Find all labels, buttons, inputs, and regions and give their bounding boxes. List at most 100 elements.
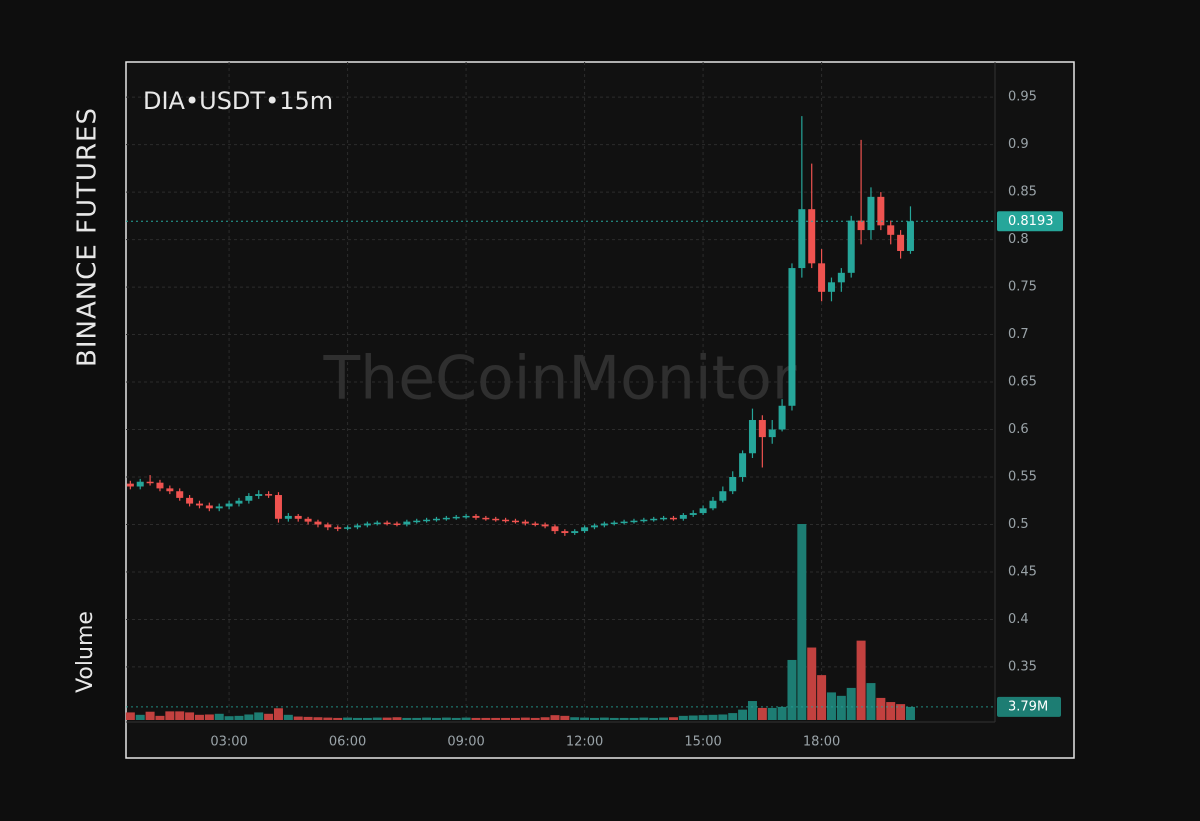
candle-body xyxy=(758,420,766,438)
volume-bar xyxy=(520,717,530,720)
volume-bar xyxy=(185,712,195,720)
volume-bar xyxy=(471,717,481,720)
volume-bar xyxy=(323,717,333,720)
volume-bar xyxy=(718,714,728,720)
volume-bar xyxy=(491,717,501,720)
candle-body xyxy=(403,521,411,525)
volume-bar xyxy=(698,715,708,720)
y-tick-label: 0.4 xyxy=(1008,612,1029,627)
candle-body xyxy=(699,508,707,514)
candle-body xyxy=(482,517,490,520)
volume-bar xyxy=(422,717,432,720)
candle-body xyxy=(136,481,144,487)
y-tick-label: 0.95 xyxy=(1008,90,1037,105)
candle-body xyxy=(511,520,519,523)
volume-bar xyxy=(688,715,698,720)
volume-bar xyxy=(896,704,906,720)
volume-bar xyxy=(530,717,540,720)
candle-body xyxy=(739,453,747,477)
candle-body xyxy=(818,263,826,292)
candle-body xyxy=(186,497,194,504)
x-tick-label: 09:00 xyxy=(447,735,484,750)
volume-pane xyxy=(125,524,915,720)
volume-bar xyxy=(846,687,856,720)
volume-bar xyxy=(659,717,669,720)
volume-bar xyxy=(570,717,580,720)
candle-body xyxy=(353,525,361,528)
y-tick-label: 0.6 xyxy=(1008,422,1029,437)
volume-bar xyxy=(747,701,757,720)
volume-bar xyxy=(767,707,777,720)
watermark: TheCoinMonitor xyxy=(323,344,797,414)
volume-bar xyxy=(501,717,511,720)
chart-frame xyxy=(125,61,1075,759)
candle-body xyxy=(413,520,421,523)
volume-bar xyxy=(125,712,135,720)
candle-body xyxy=(709,500,717,509)
candle-body xyxy=(166,488,174,492)
volume-bar xyxy=(303,716,313,720)
volume-bar xyxy=(866,683,876,720)
volume-bar xyxy=(678,715,688,720)
candle-body xyxy=(452,516,460,519)
volume-bar xyxy=(244,714,254,720)
candle-body xyxy=(393,523,401,526)
volume-bar xyxy=(343,717,353,720)
x-tick-label: 12:00 xyxy=(566,735,603,750)
x-tick-label: 03:00 xyxy=(210,735,247,750)
candle-body xyxy=(877,196,885,226)
volume-bar xyxy=(155,715,165,720)
candle-body xyxy=(837,272,845,283)
volume-bar xyxy=(451,717,461,720)
y-tick-label: 0.5 xyxy=(1008,517,1029,532)
volume-bar xyxy=(194,714,204,720)
candle-body xyxy=(432,518,440,521)
candle-body xyxy=(502,519,510,522)
candle-body xyxy=(146,481,154,484)
volume-bar xyxy=(175,711,185,720)
candle-body xyxy=(304,518,312,522)
volume-bar xyxy=(461,717,471,720)
volume-bar xyxy=(145,711,155,720)
candle-body xyxy=(600,523,608,526)
volume-bar xyxy=(619,717,629,720)
candle-body xyxy=(788,268,796,406)
candle-body xyxy=(205,505,213,509)
candle-body xyxy=(768,429,776,438)
candle-body xyxy=(887,225,895,235)
candle-body xyxy=(630,520,638,523)
volume-bar xyxy=(293,716,303,720)
volume-bar xyxy=(836,695,846,720)
candle-body xyxy=(195,503,203,506)
candle-body xyxy=(442,517,450,520)
candle-body xyxy=(225,503,233,507)
candle-body xyxy=(284,515,292,519)
grid xyxy=(126,62,995,722)
candle-body xyxy=(669,517,677,520)
volume-bar xyxy=(599,717,609,720)
candle-body xyxy=(679,514,687,519)
candles xyxy=(126,116,914,536)
volume-bar xyxy=(481,717,491,720)
candle-body xyxy=(235,500,243,504)
volume-bar xyxy=(402,717,412,720)
candle-body xyxy=(590,525,598,528)
candle-body xyxy=(176,491,184,498)
x-tick-label: 18:00 xyxy=(803,735,840,750)
candle-body xyxy=(778,405,786,430)
volume-bar xyxy=(224,716,234,720)
candle-body xyxy=(729,476,737,492)
candle-body xyxy=(245,495,253,501)
candle-body xyxy=(719,491,727,501)
volume-bar xyxy=(629,717,639,720)
candle-body xyxy=(274,495,282,519)
volume-bar xyxy=(313,717,323,720)
volume-bar xyxy=(807,647,817,720)
volume-bar xyxy=(787,659,797,720)
volume-bar xyxy=(580,717,590,720)
candle-body xyxy=(383,522,391,525)
candle-body xyxy=(126,483,134,487)
volume-bar xyxy=(264,713,274,720)
volume-bar xyxy=(412,717,422,720)
